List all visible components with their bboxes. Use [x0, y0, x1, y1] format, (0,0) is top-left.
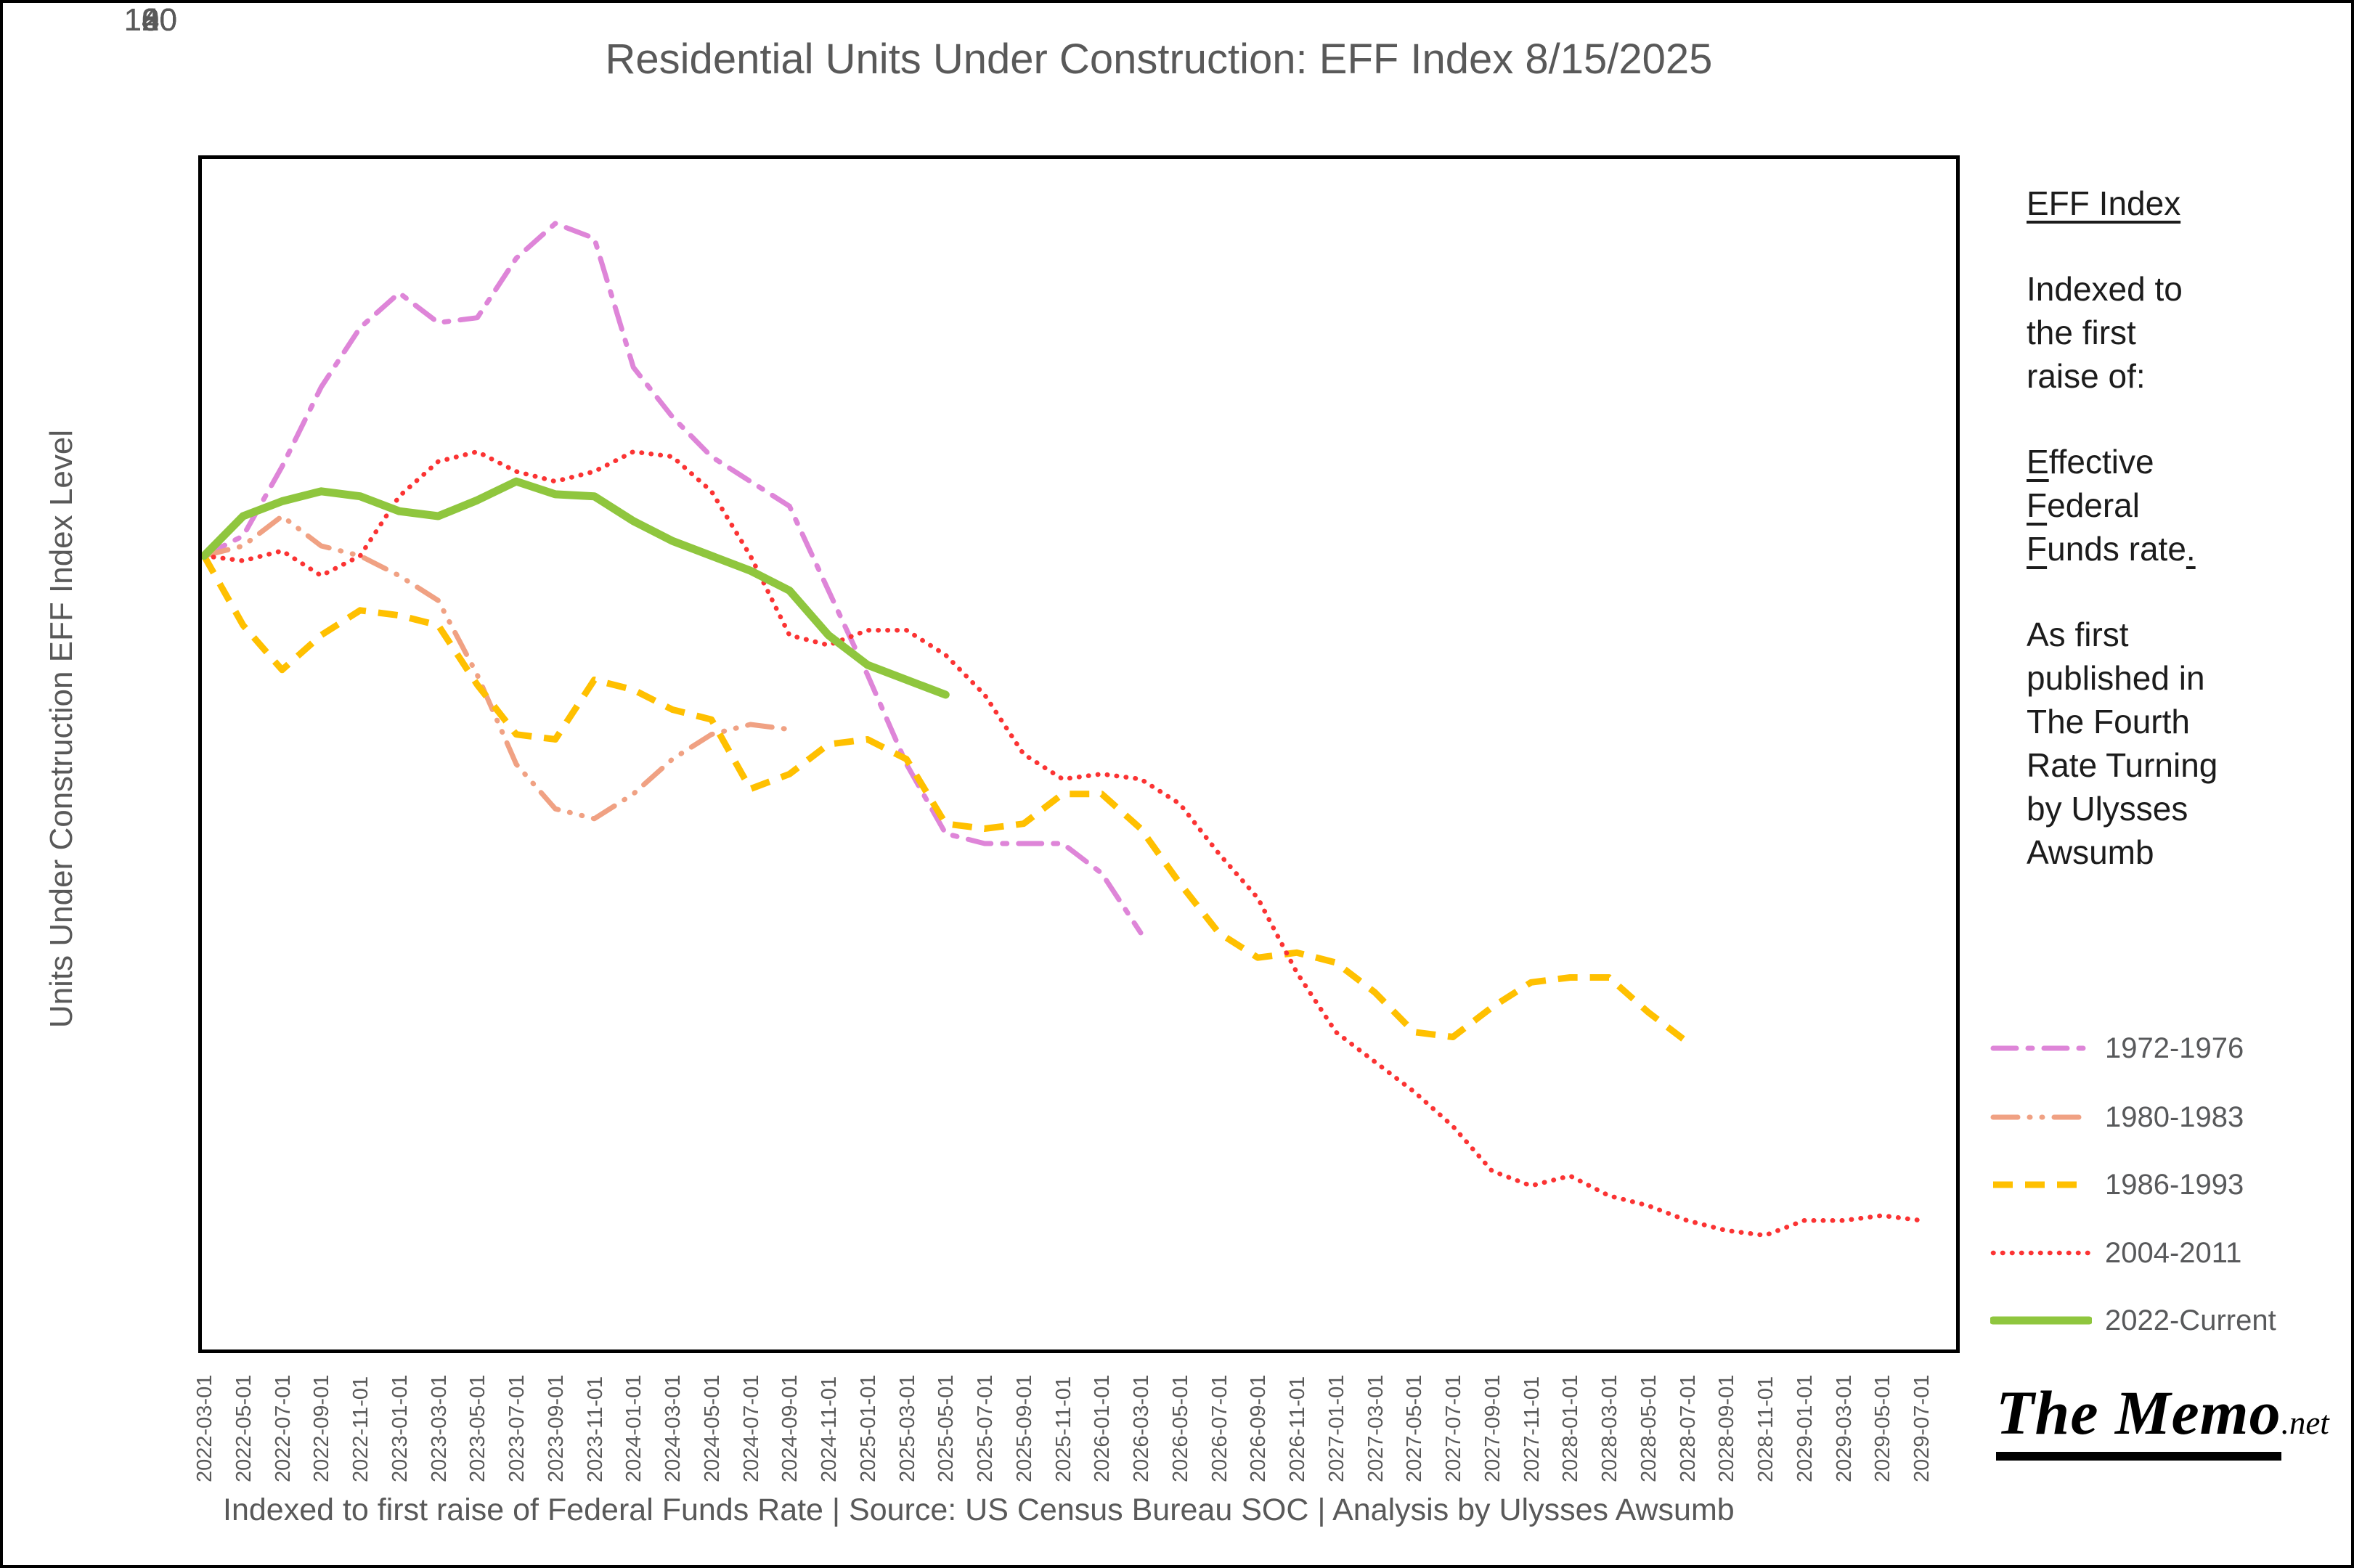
annotation-eff-terms: Effective Federal Funds rate. [2027, 440, 2317, 571]
legend-line-sample [1990, 1114, 2092, 1120]
y-tick-label: 20 [142, 2, 177, 38]
y-tick-label: 100 [123, 2, 177, 38]
eff-term-rest: ffective [2048, 443, 2154, 481]
logo-main: The Memo [1996, 1376, 2281, 1461]
legend-label: 1986-1993 [2105, 1169, 2244, 1201]
eff-term-lead: F [2027, 530, 2048, 568]
y-tick-label: 140 [123, 2, 177, 38]
chart-title: Residential Units Under Construction: EF… [605, 36, 1713, 83]
annotation-intro: Indexed to the first raise of: [2027, 270, 2183, 395]
eff-term-lead: F [2027, 486, 2048, 524]
plot-frame [198, 155, 1960, 1353]
series-line-1986-1993 [202, 554, 1690, 1045]
series-line-2004-2011 [202, 449, 1924, 1238]
legend-line-sample [1990, 1250, 2092, 1256]
source-caption: Indexed to first raise of Federal Funds … [223, 1493, 1735, 1527]
y-tick-label: 120 [123, 2, 177, 38]
annotation-block: EFF Index Indexed to the first raise of:… [2027, 181, 2317, 874]
series-line-1972-1976 [202, 221, 1144, 936]
series-line-2022-Current [202, 477, 950, 699]
eff-term-lead: E [2027, 443, 2049, 481]
legend-label: 1972-1976 [2105, 1032, 2244, 1064]
legend-line-sample [1993, 1181, 2089, 1188]
eff-term-rest: ederal [2047, 486, 2140, 524]
legend-label: 2004-2011 [2105, 1237, 2242, 1269]
legend-label: 2022-Current [2105, 1304, 2276, 1336]
series-line-1980-1983 [202, 513, 792, 822]
legend-line-sample [1990, 1045, 2092, 1051]
eff-term-tail: . [2186, 530, 2196, 568]
plot-lines [202, 221, 1924, 1238]
annotation-heading: EFF Index [2027, 184, 2181, 222]
logo: The Memo.net [1996, 1376, 2329, 1461]
eff-term-rest: unds rate [2047, 530, 2186, 568]
y-axis-title: Units Under Construction EFF Index Level [44, 429, 79, 1029]
legend-line-sample [1990, 1316, 2092, 1325]
y-tick-label: 60 [142, 2, 177, 38]
y-tick-label: 40 [142, 2, 177, 38]
logo-suffix: .net [2281, 1405, 2329, 1441]
legend-label: 1980-1983 [2105, 1101, 2244, 1133]
y-tick-label: 80 [142, 2, 177, 38]
annotation-outro: As first published in The Fourth Rate Tu… [2027, 616, 2218, 871]
